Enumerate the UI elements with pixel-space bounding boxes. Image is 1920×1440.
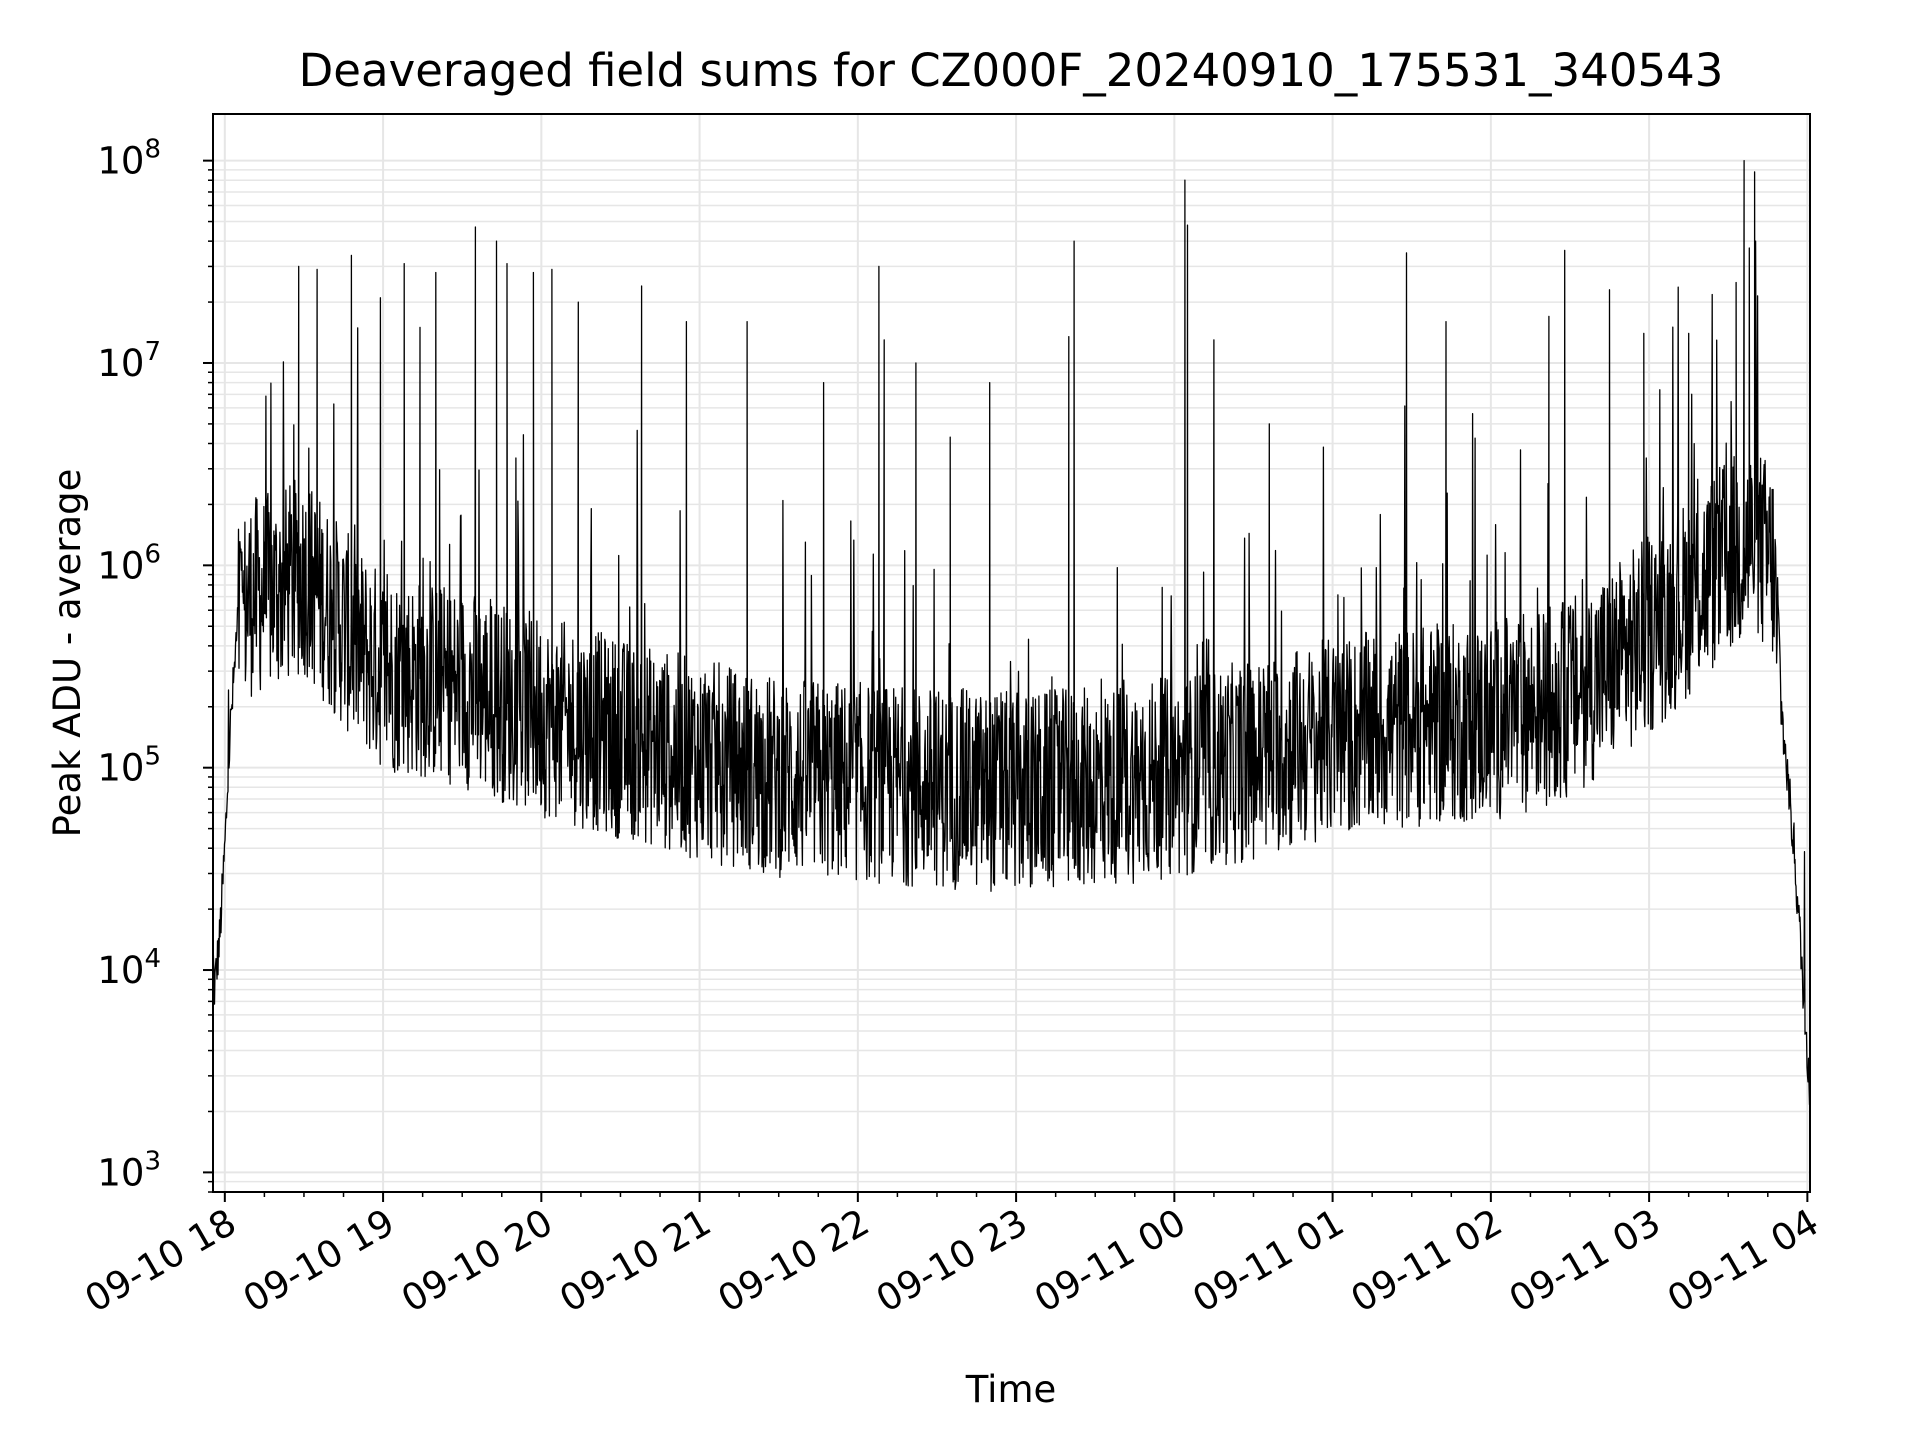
y-tick-label: 105 xyxy=(97,742,161,790)
y-tick-label: 108 xyxy=(97,135,161,183)
tick-marks xyxy=(203,159,1809,1202)
y-tick-label: 106 xyxy=(97,539,161,587)
series-line xyxy=(212,159,1811,1106)
y-tick-labels: 103 104 105 106 107 108 xyxy=(97,135,161,1195)
chart-title: Deaveraged field sums for CZ000F_2024091… xyxy=(299,44,1724,97)
y-tick-label: 103 xyxy=(97,1146,161,1194)
plot-frame xyxy=(212,113,1811,1193)
y-tick-label: 107 xyxy=(97,337,161,385)
y-axis-label: Peak ADU - average xyxy=(46,469,89,838)
x-axis-label: Time xyxy=(965,1368,1057,1411)
y-tick-label: 104 xyxy=(97,944,161,992)
series-path xyxy=(212,159,1811,1106)
